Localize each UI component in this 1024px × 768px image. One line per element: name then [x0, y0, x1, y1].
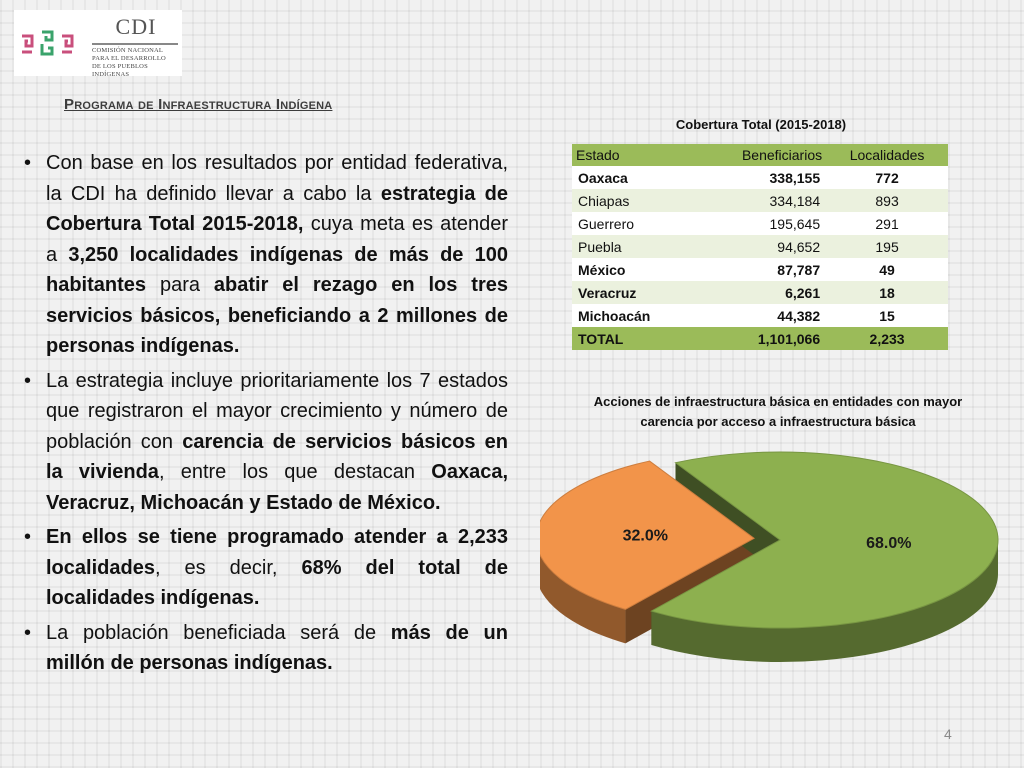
table-row: Veracruz 6,261 18 — [572, 281, 948, 304]
cell-total-localidades: 2,233 — [826, 327, 948, 350]
body-text: La población beneficiada será de — [46, 621, 391, 644]
pie-slice — [540, 460, 755, 610]
table-total-row: TOTAL 1,101,066 2,233 — [572, 327, 948, 350]
pie-chart: 68.0% 32.0% — [540, 451, 999, 662]
table-header-row: Estado Beneficiarios Localidades — [572, 144, 948, 166]
cell-total-estado: TOTAL — [572, 327, 697, 350]
logo-subtitle: COMISIÓN NACIONAL PARA EL DESARROLLO DE … — [92, 47, 182, 79]
body-text: Con base en los resultados por entidad f… — [46, 152, 508, 205]
cell-beneficiarios: 6,261 — [696, 281, 827, 304]
pie-data-label: 68.0% — [866, 535, 911, 552]
table-row: Puebla 94,652 195 — [572, 235, 948, 258]
table-row: Oaxaca 338,155 772 — [572, 166, 948, 189]
table-row: Michoacán 44,382 15 — [572, 304, 948, 327]
cell-localidades: 893 — [826, 189, 948, 212]
header-beneficiarios: Beneficiarios — [696, 144, 827, 166]
cell-estado: México — [572, 258, 697, 281]
cell-beneficiarios: 334,184 — [696, 189, 827, 212]
pie-slice-side — [540, 554, 626, 644]
cell-beneficiarios: 94,652 — [696, 235, 827, 258]
bold-text: más de un millón de personas indígenas. — [46, 621, 508, 675]
body-text: para — [146, 274, 214, 296]
cell-localidades: 18 — [826, 281, 948, 304]
cell-estado: Puebla — [572, 235, 697, 258]
table-row: México 87,787 49 — [572, 258, 948, 281]
page-number: 4 — [944, 726, 952, 742]
bold-text: 3,250 localidades indígenas de más de 10… — [46, 243, 508, 297]
logo-subtitle-line: COMISIÓN NACIONAL — [92, 47, 164, 54]
bullet-item: La estrategia incluye prioritariamente l… — [20, 366, 508, 519]
bullet-list: Con base en los resultados por entidad f… — [20, 148, 508, 683]
chart-title: Acciones de infraestructura básica en en… — [593, 394, 963, 429]
table-row: Chiapas 334,184 893 — [572, 189, 948, 212]
logo-divider — [92, 43, 178, 45]
header-estado: Estado — [572, 144, 697, 166]
cell-estado: Veracruz — [572, 281, 697, 304]
cell-beneficiarios: 87,787 — [696, 258, 827, 281]
pie-slice-side — [651, 540, 998, 662]
cell-localidades: 291 — [826, 212, 948, 235]
bullet-item: Con base en los resultados por entidad f… — [20, 148, 508, 362]
cdi-logo: CDI COMISIÓN NACIONAL PARA EL DESARROLLO… — [14, 10, 182, 79]
cell-localidades: 49 — [826, 258, 948, 281]
bold-text: abatir el rezago en los tres servicios b… — [46, 274, 508, 357]
cell-estado: Oaxaca — [572, 166, 697, 189]
table-body: Oaxaca 338,155 772 Chiapas 334,184 893 Guerrer… — [572, 166, 948, 350]
coverage-table: Estado Beneficiarios Localidades Oaxaca 3… — [572, 144, 948, 350]
cell-beneficiarios: 338,155 — [696, 166, 827, 189]
bold-text: 68% del total de localidades indígenas. — [46, 556, 508, 610]
body-text: La estrategia incluye prioritariamente l… — [46, 369, 508, 453]
body-text: , entre los que destacan — [158, 461, 432, 483]
cell-estado: Chiapas — [572, 189, 697, 212]
logo-subtitle-line: PARA EL DESARROLLO — [92, 55, 166, 62]
cell-beneficiarios: 44,382 — [696, 304, 827, 327]
bullet-item: En ellos se tiene programado atender a 2… — [20, 522, 508, 614]
cell-estado: Guerrero — [572, 212, 697, 235]
cdi-fret-logo-icon — [22, 30, 74, 56]
pie-slice — [650, 451, 999, 629]
cell-beneficiarios: 195,645 — [696, 212, 827, 235]
bullet-item: La población beneficiada será de más de … — [20, 618, 508, 679]
table-row: Guerrero 195,645 291 — [572, 212, 948, 235]
logo-subtitle-line: DE LOS PUEBLOS INDÍGENAS — [92, 63, 148, 78]
table-title: Cobertura Total (2015-2018) — [675, 117, 847, 132]
bold-text: Oaxaca, Veracruz, Michoacán y Estado de … — [46, 461, 508, 514]
logo-name: CDI — [115, 14, 157, 39]
bold-text: carencia de servicios básicos en la vivi… — [46, 430, 509, 484]
body-text: , es decir, — [154, 556, 302, 579]
bold-text: estrategia de Cobertura Total 2015-2018, — [46, 182, 508, 236]
pie-data-label: 32.0% — [623, 527, 668, 544]
cell-localidades: 772 — [826, 166, 948, 189]
body-text: cuya meta es atender a — [46, 213, 508, 266]
header-localidades: Localidades — [826, 144, 948, 166]
bold-text: En ellos se tiene programado atender a 2… — [46, 526, 508, 579]
cell-total-beneficiarios: 1,101,066 — [696, 327, 827, 350]
page-title: Programa de Infraestructura Indígena — [64, 96, 333, 113]
cell-localidades: 195 — [826, 235, 948, 258]
cell-localidades: 15 — [826, 304, 948, 327]
cell-estado: Michoacán — [572, 304, 697, 327]
